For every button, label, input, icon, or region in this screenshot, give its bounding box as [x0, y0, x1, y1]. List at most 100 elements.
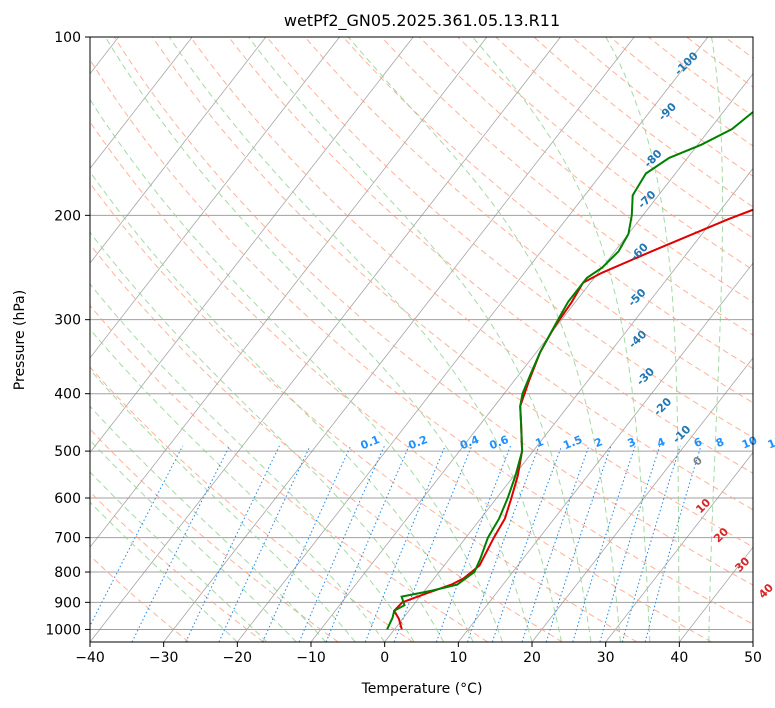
dry-adiabat-line	[419, 37, 753, 303]
y-tick-label: 800	[54, 565, 81, 581]
isotherm-line	[384, 167, 753, 642]
moist-adiabat-label: 10	[693, 496, 713, 516]
moist-adiabat-line	[90, 170, 474, 642]
y-axis: 1000 900 800 700 600 500 400 300 200 100	[45, 30, 90, 638]
dry-adiabat-line	[90, 366, 414, 642]
mixing-ratio-label: 4	[655, 435, 667, 450]
x-tick-label: −40	[75, 650, 105, 666]
y-tick-label: 400	[54, 387, 81, 403]
moist-adiabat-line	[90, 283, 415, 642]
x-axis: −40 −30 −20 −10 0 10 20 30 40 50	[75, 642, 762, 666]
plot-frame	[89, 36, 754, 643]
x-tick-label: 0	[380, 650, 389, 666]
moist-adiabat-line	[90, 98, 503, 642]
dry-adiabat-line	[90, 182, 638, 642]
y-tick-label: 900	[54, 595, 81, 611]
data-series	[386, 110, 753, 630]
isotherm-line	[90, 37, 193, 170]
mixing-ratio-line	[621, 445, 681, 642]
mixing-ratio-label: 2	[593, 435, 605, 450]
moist-adiabat-line	[472, 37, 651, 642]
isotherm-line	[605, 451, 753, 642]
dry-adiabat-label: -80	[641, 147, 664, 170]
mixing-ratio-line	[298, 445, 385, 642]
moist-adiabat-line	[708, 37, 724, 642]
y-tick-label: 1000	[45, 622, 81, 638]
dry-adiabat-label: -100	[672, 49, 701, 78]
dry-adiabat-line	[90, 491, 264, 642]
x-tick-label: 40	[670, 650, 688, 666]
isotherm-line	[531, 357, 753, 642]
mixing-ratio-label: 8	[714, 435, 726, 450]
moist-adiabat-line	[90, 328, 386, 642]
mixing-ratio-label: 3	[626, 435, 638, 450]
dry-adiabat-line	[304, 37, 753, 404]
x-tick-label: 50	[744, 650, 762, 666]
dry-adiabat-line	[113, 37, 753, 586]
isotherm-line	[90, 37, 414, 454]
isotherm-line	[752, 641, 753, 642]
mixing-ratio-line	[325, 445, 410, 642]
x-tick-label: −30	[149, 650, 179, 666]
y-tick-label: 500	[54, 444, 81, 460]
dry-adiabat-line	[90, 554, 190, 642]
moist-adiabat-label: 40	[756, 581, 775, 601]
mixing-ratio-line	[131, 445, 230, 642]
dry-adiabat-line	[533, 37, 753, 208]
y-axis-label: Pressure (hPa)	[12, 290, 28, 390]
moist-adiabat-line	[168, 37, 562, 642]
dry-adiabat-label: -30	[634, 365, 657, 388]
x-tick-label: −20	[223, 650, 253, 666]
moist-adiabat-line	[90, 471, 268, 642]
isotherm-line	[237, 37, 709, 642]
dewpoint-profile-line	[386, 110, 753, 630]
x-tick-label: −10	[296, 650, 326, 666]
moist-adiabat-line	[90, 368, 356, 642]
mixing-ratio-line	[491, 445, 563, 642]
y-tick-label: 700	[54, 531, 81, 547]
mixing-ratio-line	[364, 445, 446, 642]
moist-adiabat-line	[90, 501, 238, 642]
dry-adiabat-line	[90, 428, 339, 642]
background-lines	[90, 37, 753, 642]
y-tick-label: 600	[54, 491, 81, 507]
mixing-ratio-label: 0.1	[359, 433, 382, 452]
mixing-ratio-line	[521, 445, 590, 642]
dry-adiabat-label: -50	[625, 286, 648, 309]
y-tick-label: 100	[54, 30, 81, 46]
moist-adiabat-line	[347, 37, 621, 642]
mixing-ratio-line	[545, 445, 612, 642]
isotherm-line	[90, 37, 488, 548]
isotherm-line	[90, 37, 267, 264]
dry-adiabat-label: -90	[656, 100, 679, 123]
dry-adiabat-line	[228, 37, 753, 474]
x-tick-label: 10	[449, 650, 467, 666]
mixing-ratio-line	[393, 445, 473, 642]
dry-adiabat-line	[90, 243, 563, 642]
dry-adiabat-line	[190, 37, 753, 511]
dry-adiabat-line	[90, 58, 753, 625]
x-axis-label: Temperature (°C)	[361, 681, 483, 697]
mixing-ratio-line	[185, 445, 280, 642]
moist-adiabat-line	[104, 37, 533, 642]
moist-adiabat-line	[90, 439, 297, 642]
mixing-ratio-label: 10	[740, 434, 759, 452]
mixing-ratio-label: 13	[766, 434, 775, 452]
isotherm-line	[90, 37, 340, 359]
moist-adiabat-line	[248, 37, 592, 642]
moist-adiabat-label: 20	[711, 525, 731, 545]
mixing-ratio-label: 1	[534, 435, 546, 450]
x-tick-label: 20	[523, 650, 541, 666]
y-tick-label: 300	[54, 313, 81, 329]
mixing-ratio-line	[262, 445, 352, 642]
dry-adiabat-label: -40	[626, 328, 649, 351]
dry-adiabat-label: -10	[670, 422, 693, 445]
dry-adiabat-line	[90, 121, 712, 642]
mixing-ratio-line	[599, 445, 661, 642]
mixing-ratio-label: 0.4	[458, 433, 481, 452]
mixing-ratio-line	[644, 445, 702, 642]
dry-adiabat-line	[90, 304, 488, 642]
dry-adiabat-line	[686, 37, 753, 88]
moist-adiabat-line	[605, 37, 680, 642]
